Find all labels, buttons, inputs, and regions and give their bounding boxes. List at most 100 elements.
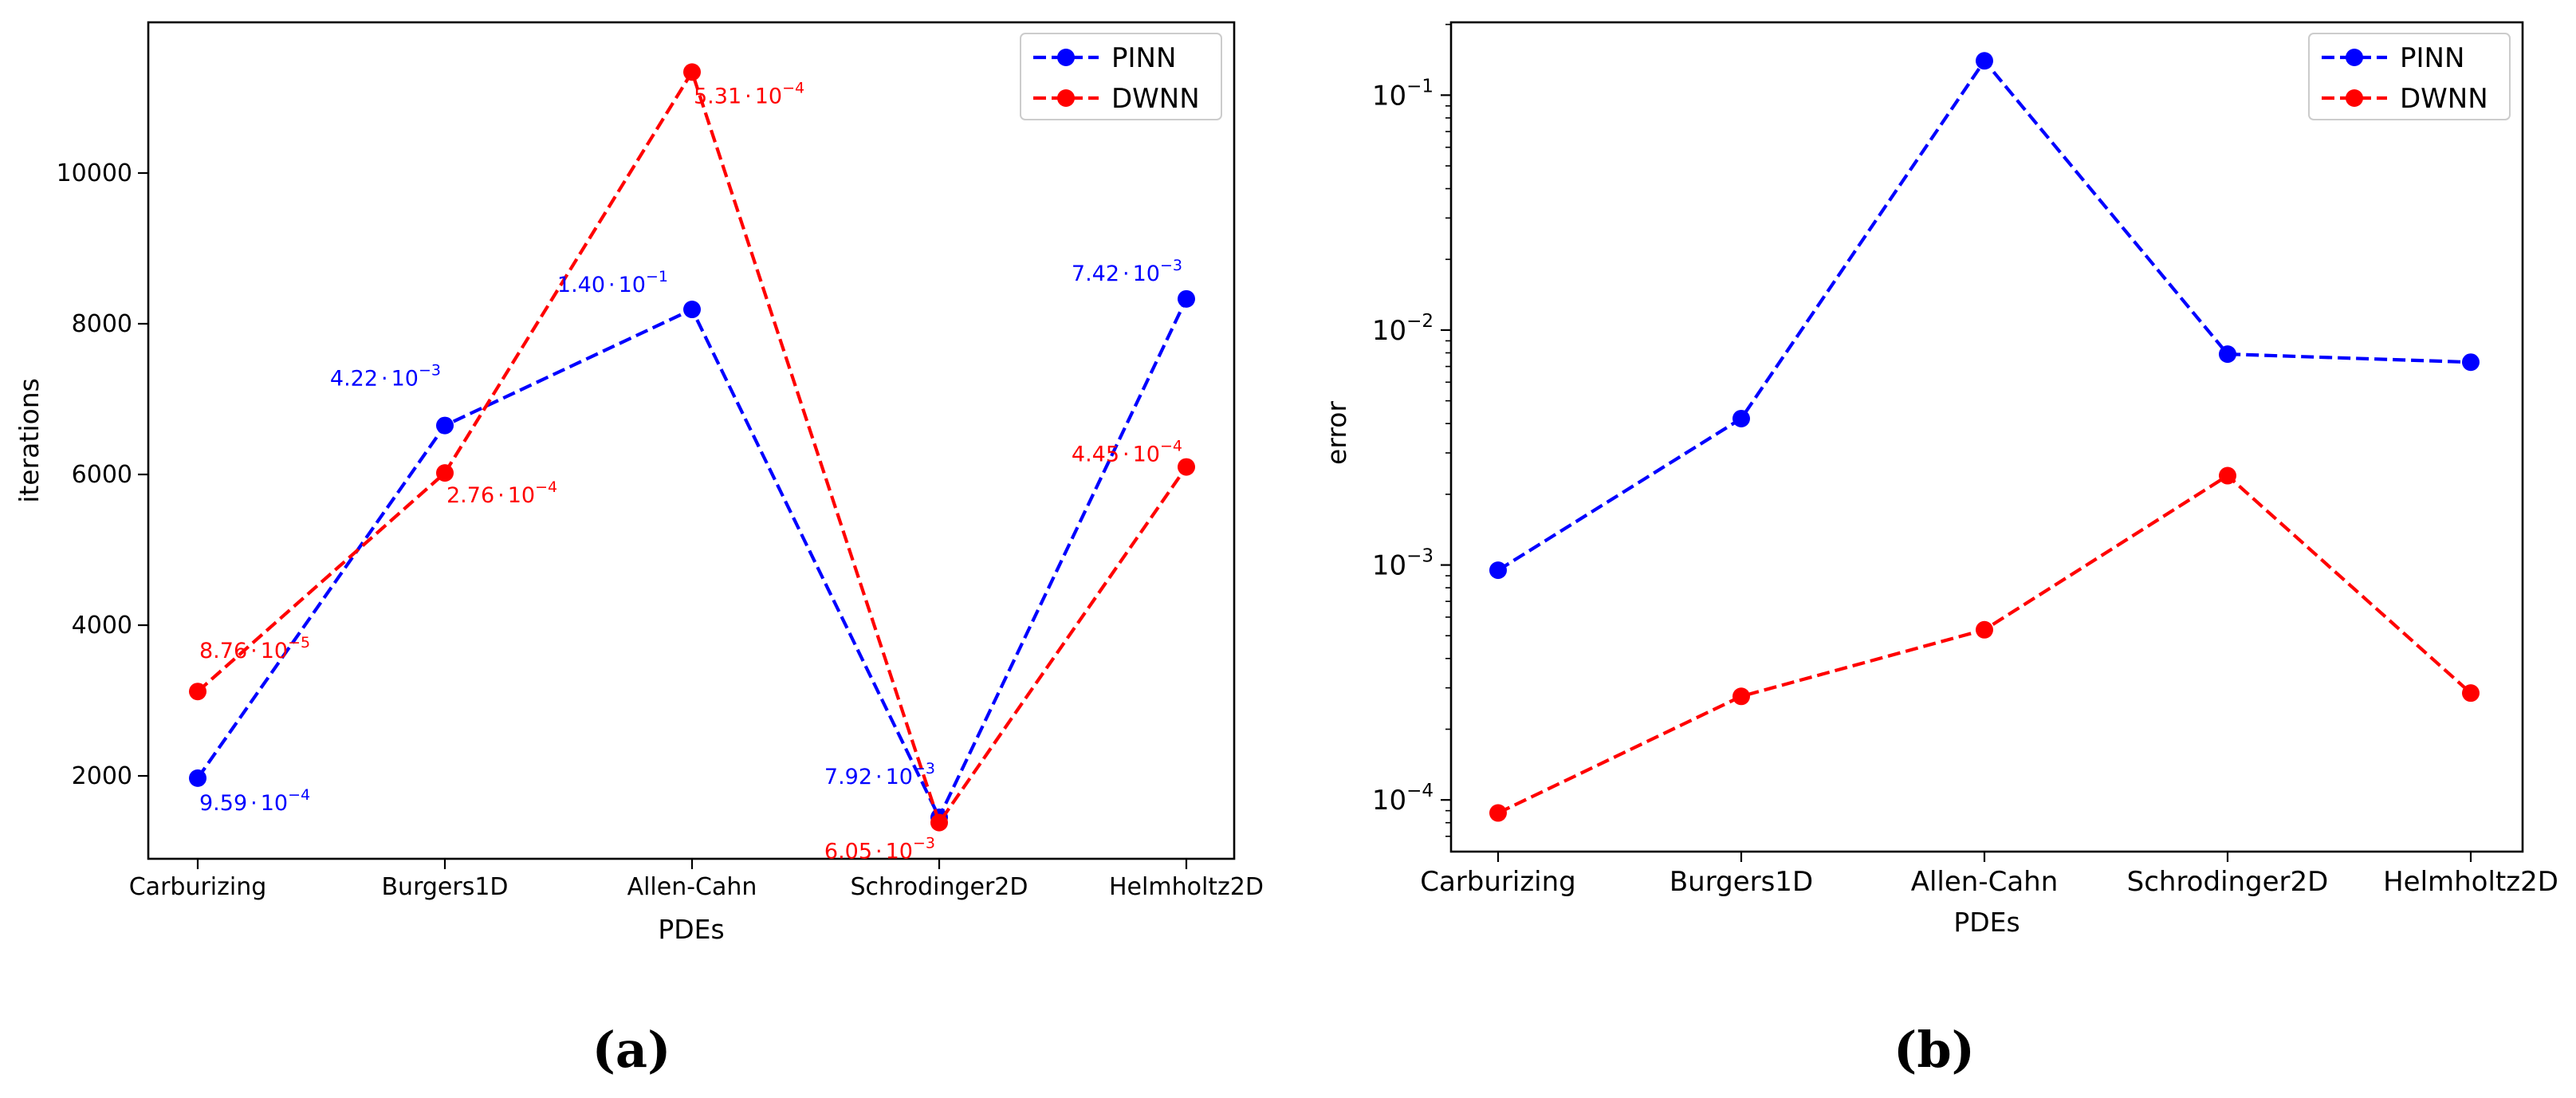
data-point-dwnn [1976,620,1993,639]
data-label-base: 10 [508,483,535,508]
y-tick-exponent: −3 [1406,546,1434,567]
x-axis-label: PDEs [1953,907,2020,938]
data-label-exponent: −1 [646,268,668,285]
data-label: 8.76 · 10−5 [199,634,310,663]
legend-label-dwnn: DWNN [2400,83,2488,115]
y-tick-label: 10−1 [1372,76,1434,112]
x-tick-label: Allen-Cahn [1911,866,2059,898]
panel-label-b: (b) [1894,1021,1975,1079]
data-label-exponent: −4 [1160,438,1182,455]
y-tick-label: 2000 [72,762,132,790]
data-label-mantissa: 4.45 [1072,443,1119,467]
legend-label-dwnn: DWNN [1111,83,1200,115]
data-label-times: · [875,840,883,864]
data-label-base: 10 [261,639,288,663]
data-label-mantissa: 7.92 [824,765,872,789]
y-tick-exponent: −2 [1406,311,1434,332]
y-tick-label: 10−3 [1372,546,1434,582]
data-label-base: 10 [1133,262,1160,286]
y-tick-label: 10−2 [1372,311,1434,347]
series-line-dwnn [196,68,1188,827]
data-point-pinn [2462,353,2480,372]
legend-marker-pinn [1057,49,1075,66]
y-tick-exponent: −1 [1406,76,1434,96]
data-label-exponent: −3 [419,362,441,380]
data-point-dwnn [436,464,454,482]
data-label-times: · [498,483,505,508]
data-label-base: 10 [755,84,782,108]
data-label-exponent: −4 [782,79,804,96]
plot-frame [147,21,1236,860]
data-label-exponent: −3 [913,835,935,852]
data-label-times: · [250,791,258,816]
data-label-exponent: −3 [1160,257,1182,274]
data-label-mantissa: 9.59 [199,791,247,816]
x-tick-label: Carburizing [1420,866,1576,898]
x-tick-label: Burgers1D [381,873,508,901]
data-label: 7.42 · 10−3 [1072,257,1182,286]
data-label-times: · [608,273,615,297]
data-label: 6.05 · 10−3 [824,835,935,864]
y-tick-label: 4000 [72,612,132,640]
y-tick-label: 10000 [57,159,132,187]
x-axis-label: PDEs [658,914,724,945]
y-tick-base: 10 [1372,785,1406,817]
data-point-dwnn [1178,458,1195,476]
data-point-dwnn [683,63,701,81]
data-label: 5.31 · 10−4 [694,79,804,108]
y-tick-base: 10 [1372,80,1406,112]
data-point-dwnn [2462,684,2480,702]
legend-marker-dwnn [1057,89,1075,107]
data-point-pinn [683,301,701,319]
data-label-exponent: −4 [535,478,557,496]
data-label-times: · [745,84,752,108]
y-tick-label: 8000 [72,310,132,338]
data-point-pinn [436,416,454,435]
y-tick-label: 6000 [72,461,132,489]
data-point-pinn [1732,409,1750,427]
data-point-dwnn [189,683,206,701]
data-label-mantissa: 4.22 [330,367,378,392]
data-label-times: · [875,765,883,789]
x-tick-label: Schrodinger2D [851,873,1028,901]
y-axis-label: iterations [14,378,45,503]
data-label-mantissa: 1.40 [557,273,605,297]
data-point-dwnn [1732,687,1750,706]
data-point-dwnn [1489,804,1507,822]
plot-frame [1449,21,2524,853]
panel-a-iterations-chart: 2000 4000 6000 8000 10000 iterations Carburizi… [14,21,1264,945]
data-point-dwnn [2219,466,2236,485]
data-label-base: 10 [886,840,913,864]
legend-label-pinn: PINN [2400,42,2464,74]
legend-marker-pinn [2346,49,2363,66]
data-label-times: · [1123,443,1130,467]
data-label-mantissa: 8.76 [199,639,247,663]
data-point-pinn [1489,561,1507,580]
data-point-pinn [1976,52,1993,70]
data-point-pinn [1178,289,1195,308]
x-tick-label: Burgers1D [1669,866,1813,898]
legend-label-pinn: PINN [1111,42,1176,74]
x-tick-label: Helmholtz2D [1109,873,1264,901]
data-label-exponent: −4 [288,786,310,804]
data-point-pinn [189,769,206,787]
data-label-times: · [381,367,388,392]
data-point-dwnn [930,813,948,832]
panel-label-a: (a) [592,1021,671,1079]
data-label: 7.92 · 10−3 [824,760,935,789]
data-label-times: · [1123,262,1130,286]
y-tick-base: 10 [1372,550,1406,582]
x-tick-label: Carburizing [129,873,267,901]
data-label: 1.40 · 10−1 [557,268,668,297]
data-label-mantissa: 5.31 [694,84,741,108]
y-tick-exponent: −4 [1406,781,1434,801]
y-tick-label: 10−4 [1372,781,1434,817]
x-tick-label: Allen-Cahn [627,873,757,901]
data-point-pinn [2219,345,2236,364]
series-line-pinn [1496,57,2472,572]
data-label-times: · [250,639,258,663]
y-axis-label: error [1321,401,1352,465]
data-label-base: 10 [886,765,913,789]
